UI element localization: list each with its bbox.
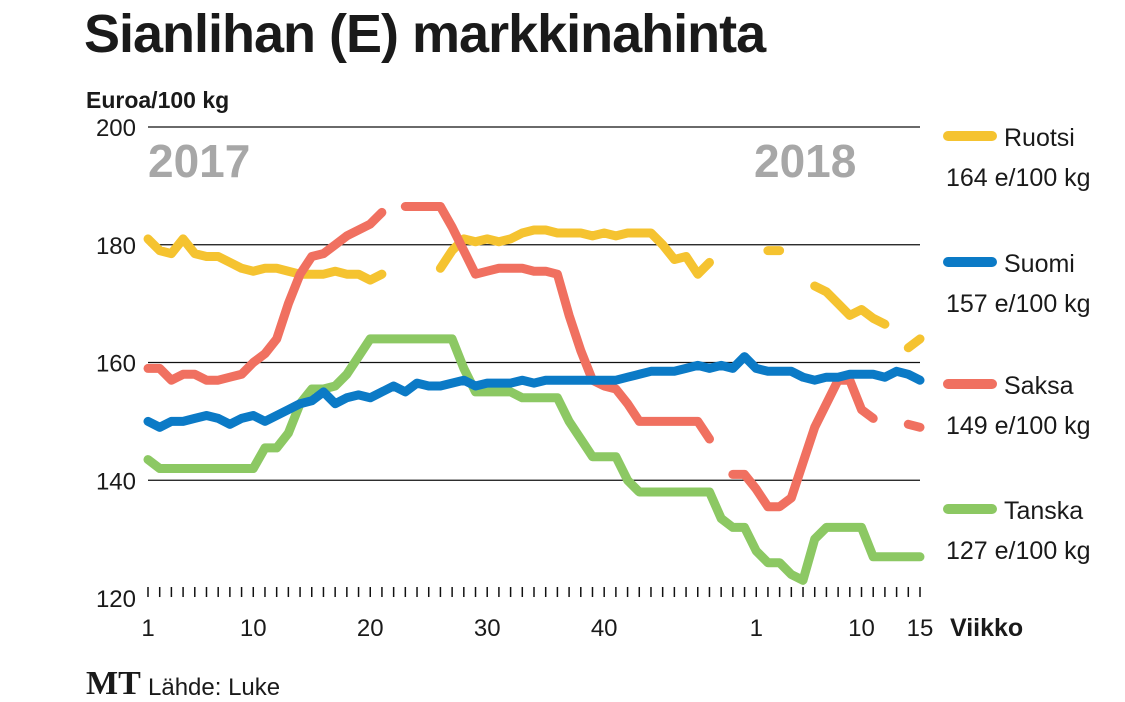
legend-name-suomi: Suomi	[1004, 250, 1075, 278]
x-tick-label-10: 10	[848, 615, 875, 642]
legend-value-tanska: 127 e/100 kg	[946, 537, 1091, 565]
series-line-saksa	[143, 202, 925, 512]
x-tick-label-15: 15	[907, 615, 934, 642]
series-lines	[143, 202, 925, 585]
legend-value-ruotsi: 164 e/100 kg	[946, 164, 1091, 192]
y-tick-label-180: 180	[96, 233, 136, 260]
mt-logo: MT	[86, 665, 141, 702]
legend: Ruotsi 164 e/100 kg Suomi 157 e/100 kg Saksa…	[943, 124, 1091, 565]
source-text: Lähde: Luke	[148, 674, 280, 701]
y-tick-label-200: 200	[96, 115, 136, 142]
x-tick-label-40: 40	[591, 615, 618, 642]
x-tick-label-10: 10	[240, 615, 267, 642]
series-line-tanska	[143, 334, 925, 585]
y-tick-label-160: 160	[96, 351, 136, 378]
gridlines	[148, 126, 920, 481]
legend-name-ruotsi: Ruotsi	[1004, 124, 1075, 152]
x-tick-label-1: 1	[750, 615, 763, 642]
legend-value-suomi: 157 e/100 kg	[946, 290, 1091, 318]
y-tick-labels: 120 140 160 180 200	[96, 115, 136, 613]
y-axis-label: Euroa/100 kg	[86, 87, 229, 113]
year-label-2018: 2018	[754, 135, 856, 187]
x-axis-label: Viikko	[950, 614, 1023, 642]
x-tick-label-30: 30	[474, 615, 501, 642]
x-tick-label-1: 1	[141, 615, 154, 642]
legend-name-saksa: Saksa	[1004, 372, 1074, 400]
legend-name-tanska: Tanska	[1004, 497, 1083, 525]
legend-value-saksa: 149 e/100 kg	[946, 412, 1091, 440]
y-tick-label-120: 120	[96, 586, 136, 613]
x-tick-label-20: 20	[357, 615, 384, 642]
series-line-ruotsi	[143, 225, 925, 353]
year-label-2017: 2017	[148, 135, 250, 187]
chart-title: Sianlihan (E) markkinahinta	[84, 4, 767, 64]
x-axis-ticks: 1 10 20 30 40 1 10 15	[141, 587, 933, 642]
series-line-suomi	[143, 352, 925, 432]
y-tick-label-140: 140	[96, 468, 136, 495]
